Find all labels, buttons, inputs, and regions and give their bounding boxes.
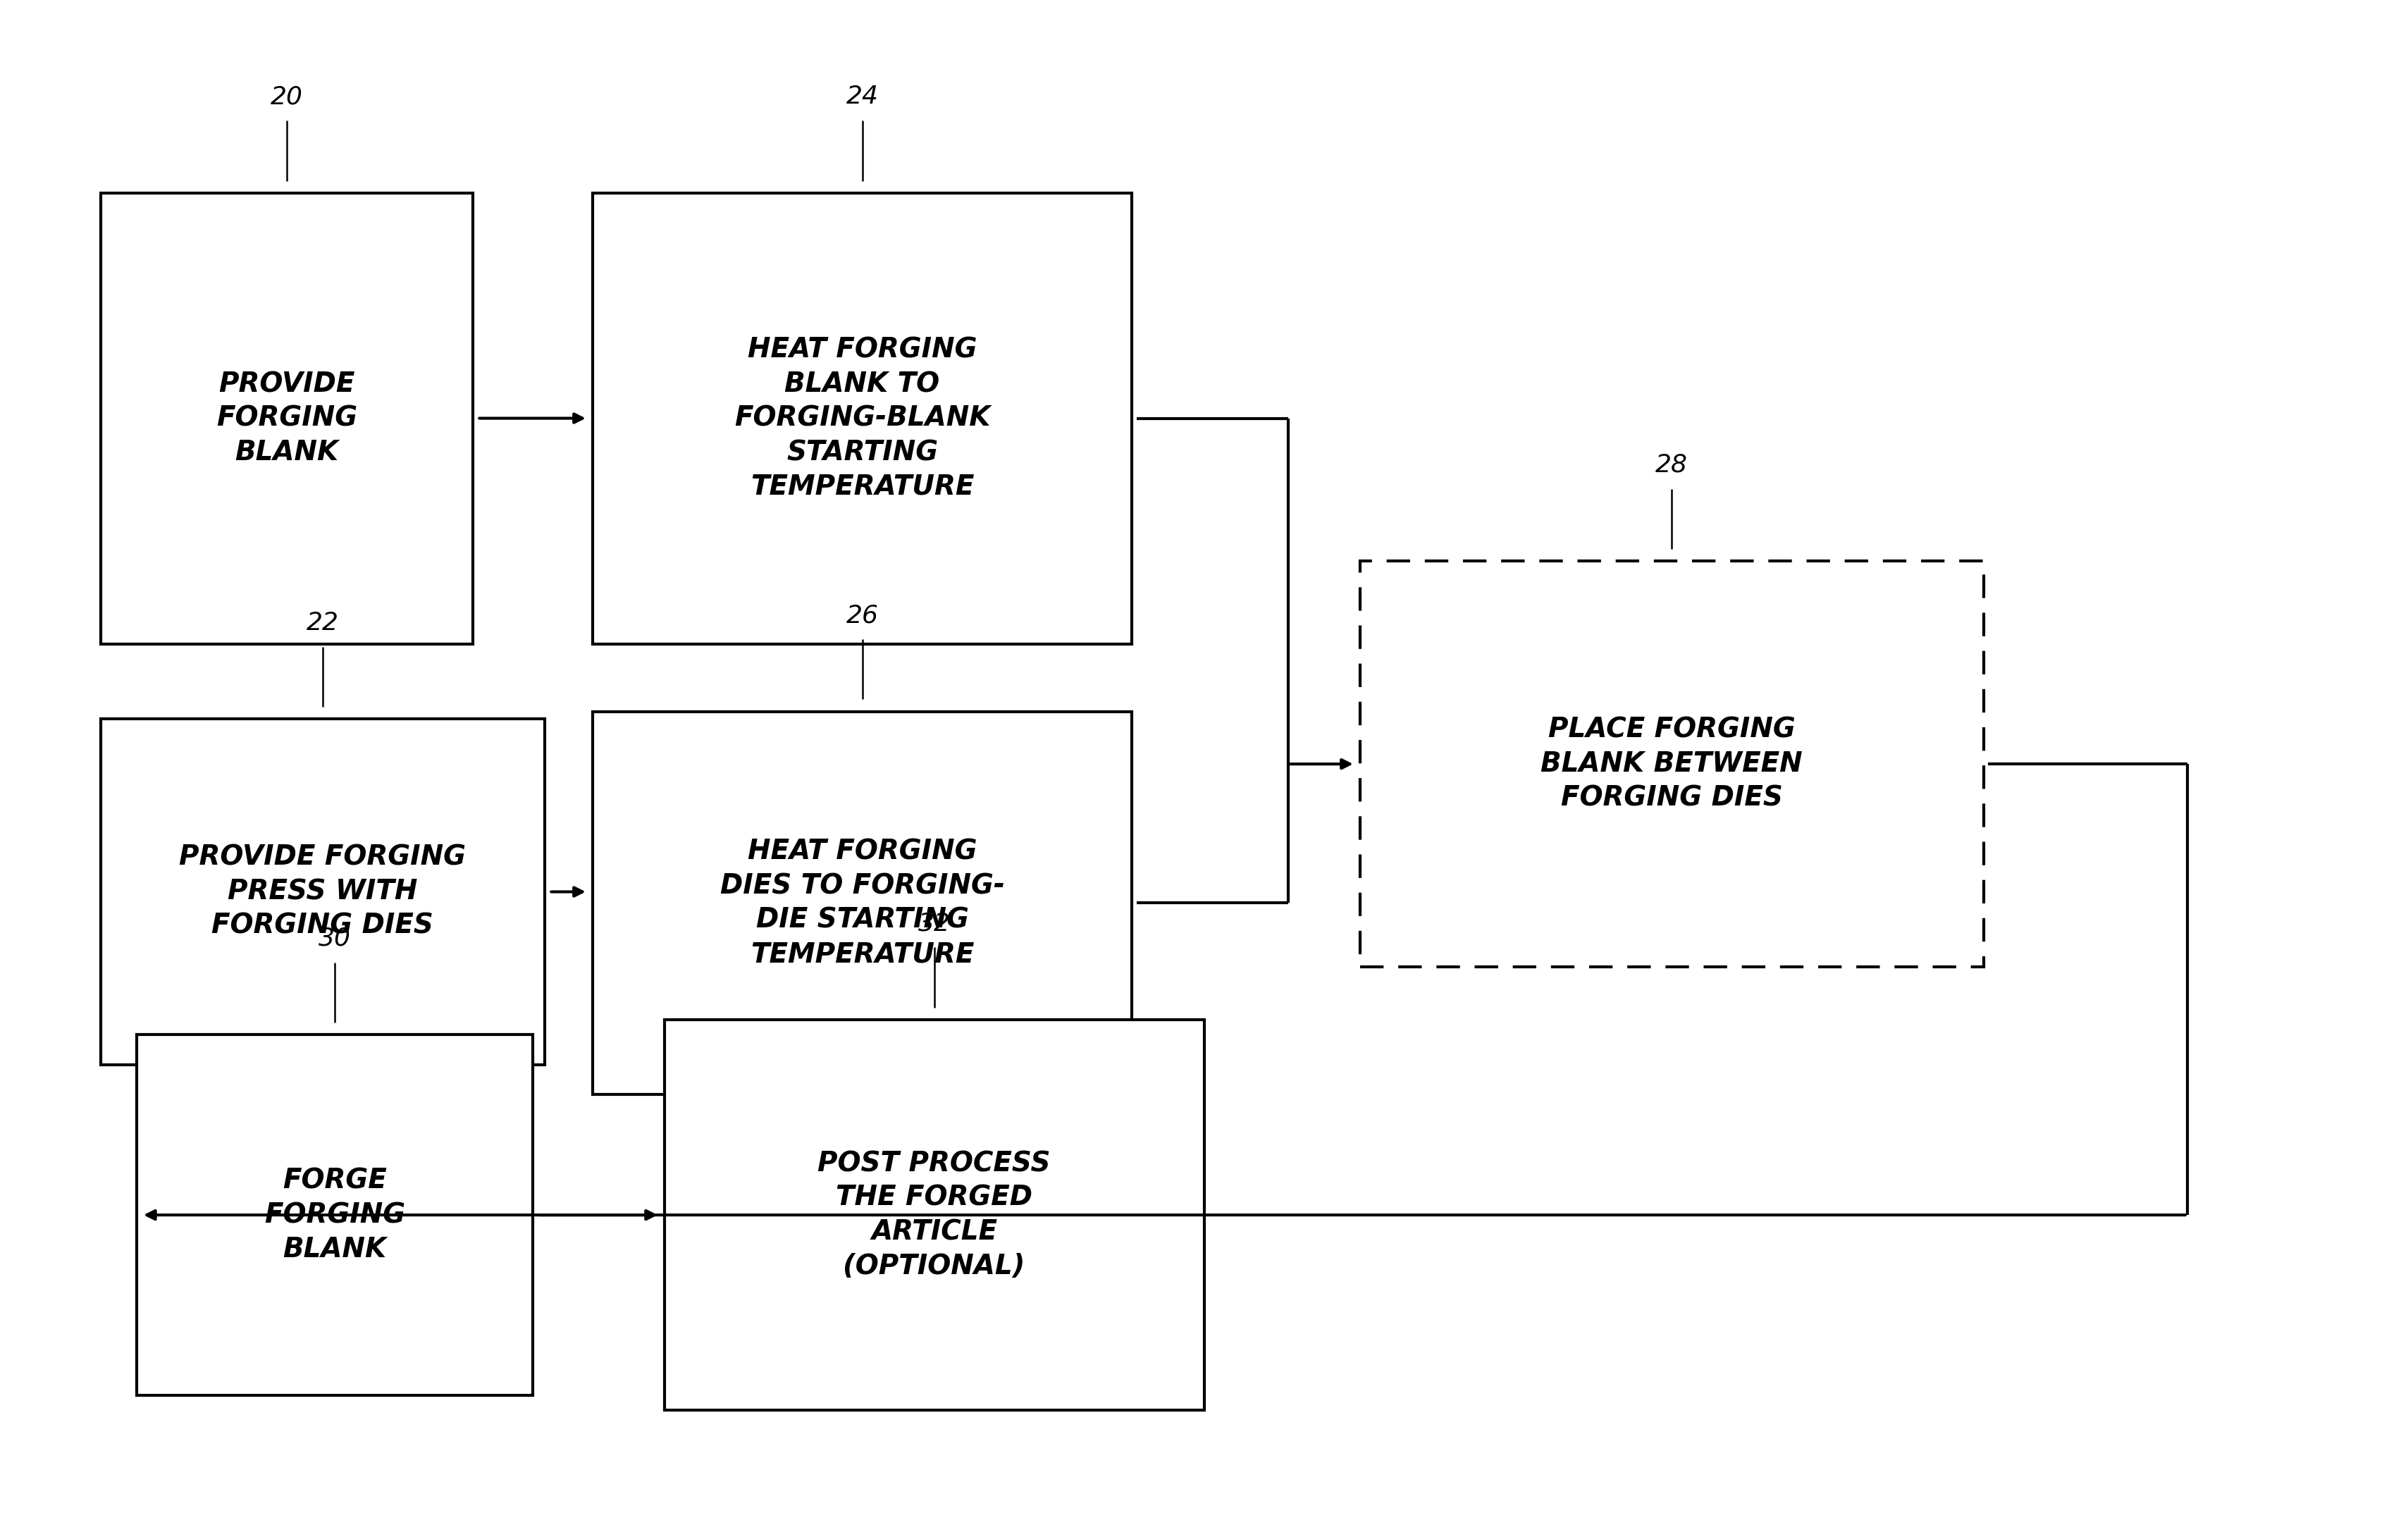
Text: PROVIDE FORGING
PRESS WITH
FORGING DIES: PROVIDE FORGING PRESS WITH FORGING DIES bbox=[178, 844, 467, 940]
Text: 24: 24 bbox=[845, 85, 879, 109]
Bar bbox=[592, 711, 1132, 1095]
Bar bbox=[592, 192, 1132, 643]
Text: 20: 20 bbox=[270, 85, 303, 109]
Text: POST PROCESS
THE FORGED
ARTICLE
(OPTIONAL): POST PROCESS THE FORGED ARTICLE (OPTIONA… bbox=[819, 1150, 1050, 1280]
Text: PROVIDE
FORGING
BLANK: PROVIDE FORGING BLANK bbox=[217, 371, 356, 466]
Bar bbox=[137, 1035, 532, 1395]
Bar bbox=[101, 192, 472, 643]
Bar bbox=[1361, 561, 1984, 967]
Bar bbox=[665, 1020, 1204, 1410]
Text: 30: 30 bbox=[318, 926, 352, 950]
Text: HEAT FORGING
BLANK TO
FORGING-BLANK
STARTING
TEMPERATURE: HEAT FORGING BLANK TO FORGING-BLANK STAR… bbox=[734, 336, 990, 499]
Bar bbox=[101, 719, 544, 1065]
Text: 28: 28 bbox=[1654, 452, 1688, 477]
Text: HEAT FORGING
DIES TO FORGING-
DIE STARTING
TEMPERATURE: HEAT FORGING DIES TO FORGING- DIE STARTI… bbox=[720, 838, 1004, 968]
Text: PLACE FORGING
BLANK BETWEEN
FORGING DIES: PLACE FORGING BLANK BETWEEN FORGING DIES bbox=[1541, 717, 1804, 811]
Text: 22: 22 bbox=[306, 611, 340, 635]
Text: 26: 26 bbox=[845, 604, 879, 628]
Text: FORGE
FORGING
BLANK: FORGE FORGING BLANK bbox=[265, 1168, 405, 1262]
Text: 32: 32 bbox=[917, 911, 951, 935]
